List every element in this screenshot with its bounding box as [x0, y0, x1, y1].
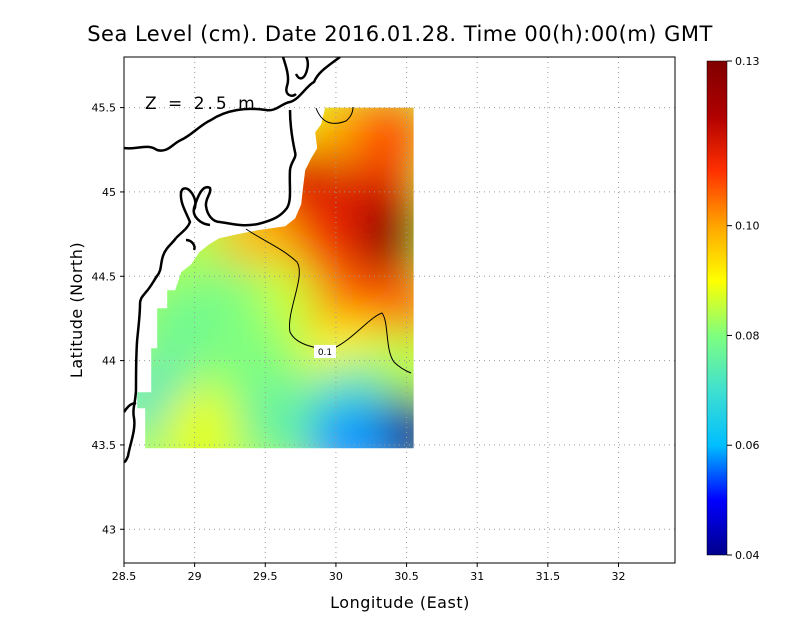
x-tick-label: 31.5: [536, 570, 561, 583]
y-tick-label: 43.5: [92, 439, 117, 452]
coastline: [124, 57, 341, 464]
y-tick-label: 44.5: [92, 270, 117, 283]
x-tick-label: 28.5: [112, 570, 137, 583]
grid: [124, 57, 675, 563]
y-tick-label: 45: [102, 186, 116, 199]
depth-annotation: Z = 2.5 m: [145, 94, 258, 114]
contour-label: 0.1: [318, 348, 332, 358]
field-sample: [350, 107, 414, 175]
y-tick-label: 44: [102, 355, 116, 368]
chart-title: Sea Level (cm). Date 2016.01.28. Time 00…: [87, 22, 713, 46]
colorbar-tick-label: 0.08: [735, 329, 760, 342]
colorbar-tick-label: 0.04: [735, 549, 760, 562]
x-tick-label: 29.5: [253, 570, 278, 583]
field-sample: [364, 394, 414, 449]
colorbar-tick-label: 0.13: [735, 55, 760, 68]
y-axis-label: Latitude (North): [67, 242, 86, 378]
y-tick-label: 43: [102, 523, 116, 536]
colorbar-ticks: 0.13 0.10 0.08 0.06 0.04: [727, 55, 760, 562]
x-axis-label: Longitude (East): [330, 593, 470, 612]
sea-level-field: [137, 107, 414, 449]
contour-line-0-1-north: [315, 106, 354, 124]
field-sample: [308, 399, 393, 449]
x-tick-label: 32: [611, 570, 625, 583]
colorbar-tick-label: 0.10: [735, 220, 760, 233]
field-sample: [343, 197, 414, 282]
x-tick-label: 29: [188, 570, 202, 583]
plot-area: 0.1 Z = 2.5 m: [123, 56, 676, 564]
x-tick-label: 31: [470, 570, 484, 583]
colorbar-tick-label: 0.06: [735, 439, 760, 452]
field-sample: [159, 386, 244, 449]
colorbar: 0.13 0.10 0.08 0.06 0.04: [706, 55, 760, 562]
y-axis-ticks: 43 43.5 44 44.5 45 45.5: [92, 102, 124, 536]
y-tick-label: 45.5: [92, 102, 117, 115]
x-axis-ticks: 28.5 29 29.5 30 30.5 31 31.5 32: [112, 563, 625, 583]
plot-border: [123, 56, 676, 564]
colorbar-gradient: [706, 60, 728, 556]
x-tick-label: 30: [329, 570, 343, 583]
field-sample: [237, 377, 322, 449]
contour-label-bg: [314, 345, 336, 358]
x-tick-label: 30.5: [394, 570, 419, 583]
